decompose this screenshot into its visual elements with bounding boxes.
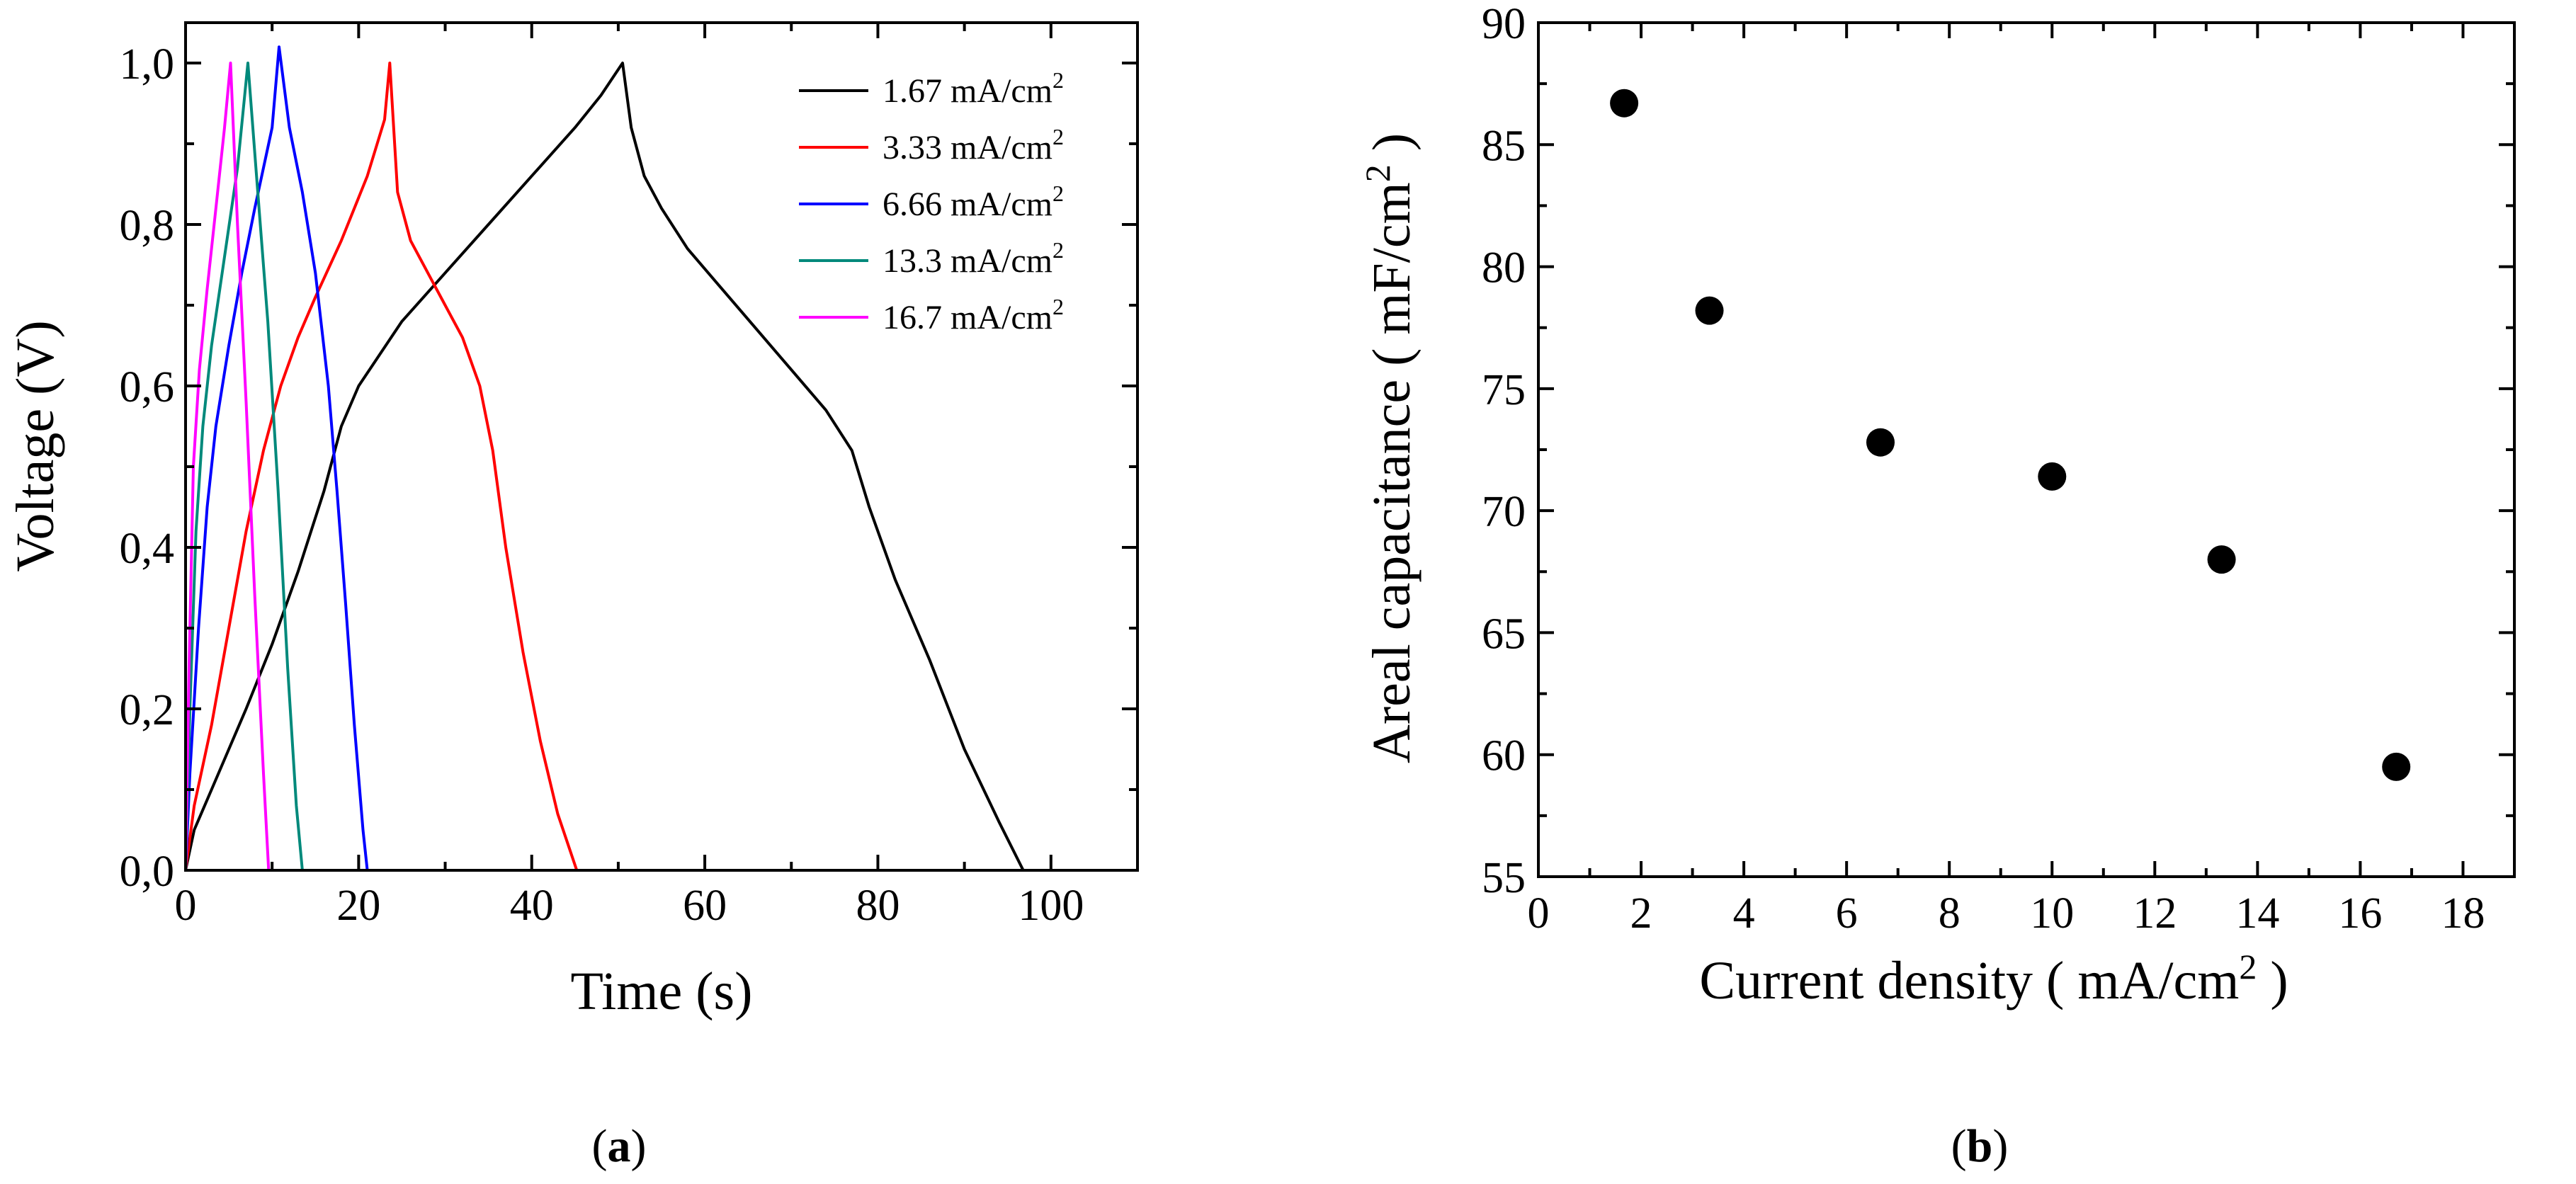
b-data-point-6 <box>2382 752 2411 781</box>
a-legend-label-4: 13.3 mA/cm2 <box>883 237 1064 280</box>
a-legend-label-2: 3.33 mA/cm2 <box>883 124 1064 166</box>
b-y-tick-label: 55 <box>1482 854 1526 902</box>
a-legend-label-1: 1.67 mA/cm2 <box>883 67 1064 110</box>
a-series-line-1 <box>184 62 1025 871</box>
a-x-tick-label: 20 <box>336 882 380 930</box>
b-x-tick-label: 8 <box>1939 889 1961 938</box>
b-y-tick-label: 70 <box>1482 488 1526 536</box>
b-x-tick-label: 6 <box>1836 889 1858 938</box>
panel-a-chart: 0 20 40 60 80 100 0,0 0,2 0,4 0,6 0,8 1,0 1.67 mA/c… <box>6 21 1139 1021</box>
panel-a-legend: 1.67 mA/cm2 3.33 mA/cm2 6.66 mA/cm2 13.3 mA… <box>799 67 1064 336</box>
a-y-tick-label: 0,2 <box>120 686 175 734</box>
a-series-line-2 <box>184 62 579 871</box>
b-x-tick-label: 18 <box>2441 889 2485 938</box>
panel-b-label: (b) <box>1951 1120 2009 1172</box>
b-x-tick-label: 10 <box>2030 889 2074 938</box>
panel-b-y-title-suffix: ) <box>1362 133 1422 164</box>
b-y-tick-label: 85 <box>1482 122 1526 170</box>
panel-b-x-title-suffix: ) <box>2257 951 2288 1011</box>
b-x-tick-label: 14 <box>2235 889 2279 938</box>
panel-b-x-axis-title: Current density ( mA/cm2 ) <box>1699 947 2288 1011</box>
panel-a-y-axis-title: Voltage (V) <box>6 320 65 571</box>
a-legend-label-5: 16.7 mA/cm2 <box>883 294 1064 336</box>
a-series-line-3 <box>184 45 369 871</box>
panel-b-plot-frame <box>1537 21 2516 878</box>
a-y-tick-label: 0,4 <box>120 525 175 573</box>
a-x-tick-label: 60 <box>683 882 727 930</box>
b-data-point-5 <box>2207 545 2236 574</box>
b-data-point-4 <box>2038 462 2067 491</box>
panel-b-y-title-exponent: 2 <box>1358 164 1397 182</box>
a-y-tick-label: 0,6 <box>120 363 175 411</box>
panel-a-plot-frame <box>184 21 1139 872</box>
panel-b-y-axis-title: Areal capacitance ( mF/cm2 ) <box>1358 133 1422 763</box>
a-x-tick-label: 0 <box>175 882 197 930</box>
panel-a-x-axis-title: Time (s) <box>571 962 753 1021</box>
panel-b-points <box>1610 89 2411 781</box>
a-series-line-4 <box>184 62 304 871</box>
a-y-tick-label: 0,0 <box>120 848 175 896</box>
panel-b-y-title-text: Areal capacitance ( mF/cm <box>1362 182 1422 763</box>
b-y-tick-label: 65 <box>1482 610 1526 658</box>
panel-a-label: (a) <box>592 1120 647 1172</box>
panel-a-ticks: 0 20 40 60 80 100 0,0 0,2 0,4 0,6 0,8 1,0 <box>120 23 1137 930</box>
panel-b-label-letter: b <box>1967 1120 1993 1172</box>
panel-a-label-letter: a <box>608 1120 631 1172</box>
b-x-tick-label: 2 <box>1630 889 1652 938</box>
b-data-point-1 <box>1610 89 1639 118</box>
a-x-tick-label: 80 <box>856 882 900 930</box>
b-data-point-2 <box>1695 296 1724 325</box>
panel-b-chart: 0 2 4 6 8 10 12 14 16 18 55 60 65 70 75 80 85 90 Current … <box>1358 0 2516 1011</box>
panel-b-ticks: 0 2 4 6 8 10 12 14 16 18 55 60 65 70 75 80 85 90 <box>1482 0 2514 938</box>
b-y-tick-label: 80 <box>1482 244 1526 292</box>
b-x-tick-label: 12 <box>2133 889 2177 938</box>
a-x-tick-label: 100 <box>1018 882 1084 930</box>
a-legend-label-3: 6.66 mA/cm2 <box>883 181 1064 223</box>
b-y-tick-label: 90 <box>1482 0 1526 48</box>
panel-b-x-title-exponent: 2 <box>2239 947 2257 986</box>
a-x-tick-label: 40 <box>510 882 554 930</box>
a-y-tick-label: 1,0 <box>120 40 175 89</box>
b-y-tick-label: 75 <box>1482 366 1526 414</box>
b-y-tick-label: 60 <box>1482 732 1526 780</box>
b-x-tick-label: 16 <box>2338 889 2382 938</box>
panel-a-series-group <box>184 45 1025 871</box>
b-x-tick-label: 0 <box>1528 889 1550 938</box>
a-y-tick-label: 0,8 <box>120 202 175 250</box>
panel-b-x-title-text: Current density ( mA/cm <box>1699 951 2239 1011</box>
b-data-point-3 <box>1866 428 1895 457</box>
b-x-tick-label: 4 <box>1733 889 1755 938</box>
